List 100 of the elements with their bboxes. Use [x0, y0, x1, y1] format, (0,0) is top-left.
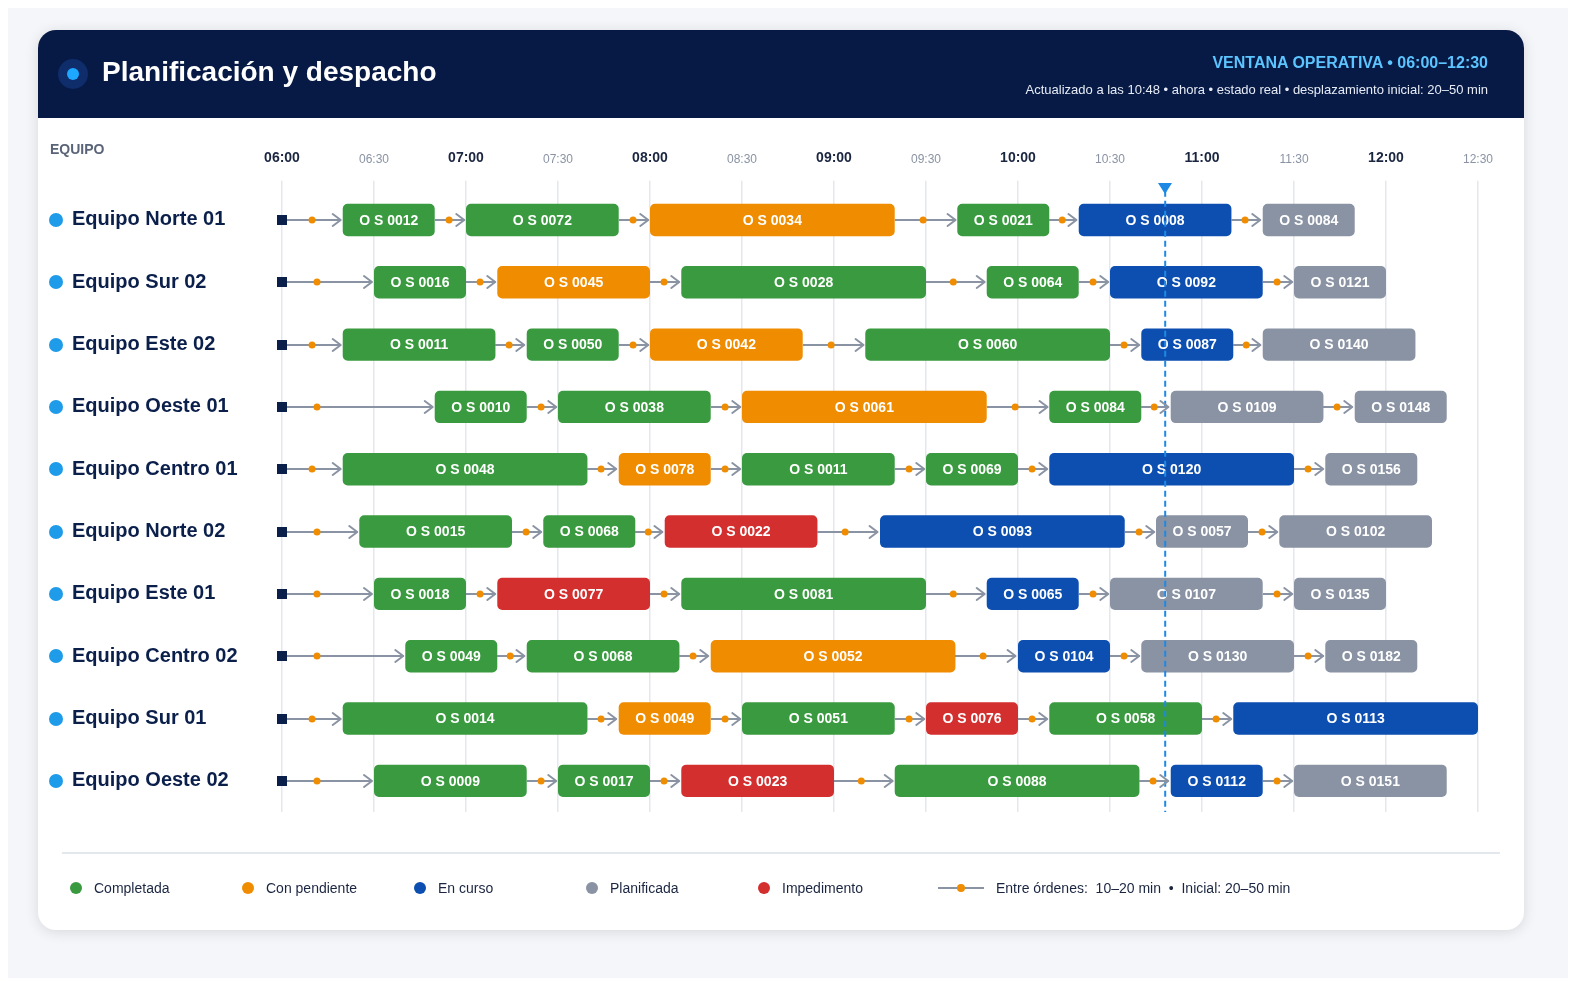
- bar: [497, 577, 650, 611]
- bar: [342, 702, 588, 735]
- data-label: O S 0060: [958, 336, 1018, 353]
- bar: [342, 328, 496, 361]
- chart-subtitle: VENTANA OPERATIVA • 06:00–12:30: [1212, 54, 1488, 72]
- x-tick-label: 12:30: [1462, 151, 1494, 166]
- data-label: O S 0130: [1188, 648, 1248, 665]
- data-label: O S 0113: [1326, 710, 1386, 727]
- y-tick-label: Equipo Sur 01: [72, 706, 207, 729]
- data-label: O S 0048: [435, 461, 495, 478]
- data-label: O S 0018: [390, 585, 450, 602]
- x-tick-label: 09:00: [816, 149, 853, 166]
- data-label: O S 0076: [942, 710, 1002, 727]
- data-label: O S 0140: [1309, 336, 1369, 353]
- y-tick-label: Equipo Centro 01: [72, 456, 238, 479]
- data-label: O S 0084: [1279, 211, 1339, 228]
- data-label: O S 0045: [544, 274, 604, 291]
- x-tick-label: 10:00: [1000, 149, 1037, 166]
- bar: [342, 453, 588, 486]
- text: Planificada: [610, 880, 679, 896]
- data-label: O S 0050: [543, 336, 603, 353]
- text: Actualizado a las 10:48 • ahora • estado real • desplazamiento inicial: 20–50 min: [1025, 82, 1488, 97]
- bar: [894, 764, 1140, 798]
- data-label: O S 0012: [359, 211, 419, 228]
- bar: [1049, 453, 1294, 486]
- text: Con pendiente: [266, 880, 358, 896]
- data-label: O S 0112: [1187, 772, 1247, 789]
- data-label: O S 0072: [512, 211, 573, 228]
- y-tick-label: Equipo Este 01: [72, 581, 216, 604]
- data-label: O S 0120: [1142, 461, 1202, 478]
- bar: [681, 764, 834, 798]
- data-label: O S 0069: [942, 461, 1002, 478]
- data-label: O S 0087: [1157, 336, 1218, 353]
- bar: [1279, 515, 1432, 548]
- data-label: O S 0077: [544, 585, 604, 602]
- data-label: O S 0038: [604, 398, 665, 415]
- data-label: O S 0049: [635, 710, 695, 727]
- bar: [526, 640, 680, 673]
- data-label: O S 0014: [435, 710, 495, 727]
- data-label: O S 0088: [987, 772, 1047, 789]
- y-tick-label: Equipo Oeste 02: [72, 768, 229, 791]
- data-label: O S 0121: [1310, 274, 1370, 291]
- bar: [664, 515, 818, 548]
- data-label: O S 0052: [803, 648, 863, 665]
- bar: [650, 203, 895, 237]
- data-label: O S 0009: [420, 772, 481, 789]
- data-label: O S 0156: [1341, 461, 1402, 478]
- data-label: O S 0102: [1326, 523, 1386, 540]
- x-tick-label: 09:30: [910, 151, 942, 166]
- x-tick-label: 08:00: [632, 149, 669, 166]
- text: Entre órdenes: 10–20 min • Inicial: 20–50 min: [996, 880, 1291, 896]
- x-tick-label: 07:00: [448, 149, 485, 166]
- data-label: O S 0010: [451, 398, 511, 415]
- data-label: O S 0015: [406, 523, 466, 540]
- data-label: O S 0135: [1310, 585, 1370, 602]
- data-label: O S 0011: [389, 336, 449, 353]
- data-label: O S 0051: [788, 710, 849, 727]
- data-label: O S 0109: [1217, 398, 1277, 415]
- x-tick-label: 06:30: [358, 151, 390, 166]
- x-tick-label: 11:00: [1184, 149, 1220, 166]
- x-tick-label: 08:30: [726, 151, 758, 166]
- bar: [650, 328, 803, 361]
- y-tick-label: Equipo Sur 02: [72, 269, 207, 292]
- data-label: O S 0104: [1034, 648, 1094, 665]
- bar: [1078, 203, 1232, 237]
- data-label: O S 0022: [711, 523, 771, 540]
- text: Impedimento: [782, 880, 863, 896]
- data-label: O S 0021: [973, 211, 1034, 228]
- x-tick-label: 10:30: [1094, 151, 1126, 166]
- x-tick-label: 12:00: [1368, 149, 1405, 166]
- text: En curso: [438, 880, 494, 896]
- bar: [359, 515, 512, 548]
- data-label: O S 0064: [1003, 274, 1063, 291]
- y-tick-label: Equipo Oeste 01: [72, 394, 229, 417]
- data-label: O S 0008: [1125, 211, 1185, 228]
- bar: [466, 203, 619, 237]
- data-label: O S 0049: [421, 648, 482, 665]
- chart-title: Planificación y despacho: [102, 56, 437, 88]
- y-tick-label: Equipo Norte 01: [72, 207, 226, 230]
- data-label: O S 0068: [573, 648, 633, 665]
- data-label: O S 0081: [774, 585, 834, 602]
- y-tick-label: Equipo Norte 02: [72, 519, 226, 542]
- data-label: O S 0058: [1096, 710, 1156, 727]
- data-label: O S 0017: [574, 772, 634, 789]
- bar: [1262, 328, 1416, 361]
- data-label: O S 0016: [390, 274, 450, 291]
- data-label: O S 0065: [1003, 585, 1063, 602]
- bar: [865, 328, 1110, 361]
- y-axis-title: EQUIPO: [50, 140, 105, 157]
- data-label: O S 0151: [1340, 772, 1401, 789]
- data-label: O S 0057: [1172, 523, 1232, 540]
- y-tick-label: Equipo Centro 02: [72, 643, 238, 666]
- bar: [374, 764, 527, 798]
- data-label: O S 0061: [834, 398, 895, 415]
- data-label: O S 0068: [559, 523, 620, 540]
- data-label: O S 0028: [774, 274, 834, 291]
- bar: [558, 390, 711, 424]
- data-label: O S 0093: [972, 523, 1033, 540]
- data-label: O S 0042: [696, 336, 757, 353]
- x-tick-label: 11:30: [1279, 151, 1309, 166]
